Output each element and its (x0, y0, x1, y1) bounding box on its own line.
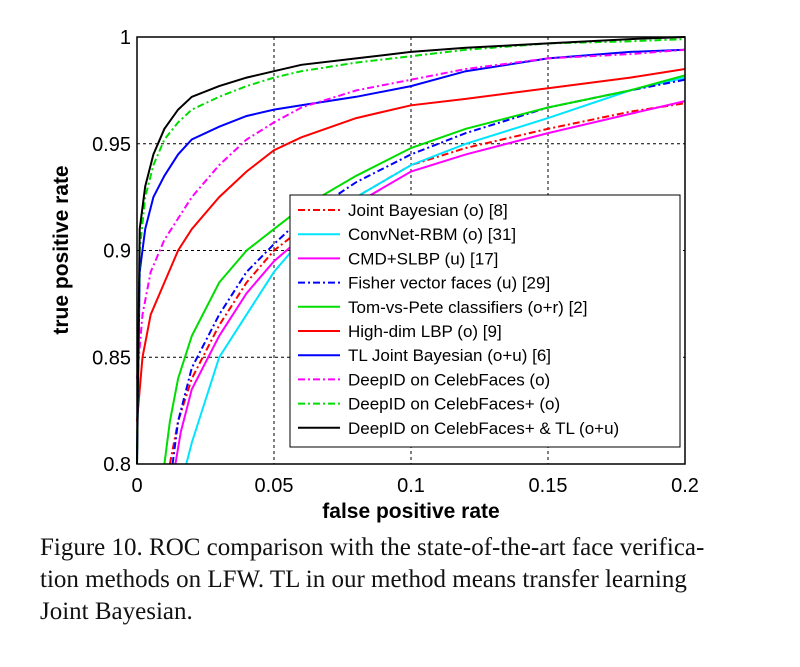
legend-label: High-dim LBP (o) [9] (348, 322, 502, 341)
x-tick-label: 0.1 (397, 475, 425, 497)
chart-canvas: 0 0.05 0.1 0.15 0.2 0.8 0.85 0.9 0.95 1 false pos… (50, 27, 699, 523)
y-tick-label: 0.95 (92, 134, 131, 156)
legend-label: DeepID on CelebFaces+ & TL (o+u) (348, 419, 619, 438)
x-tick-label: 0.05 (255, 475, 294, 497)
roc-chart: 0 0.05 0.1 0.15 0.2 0.8 0.85 0.9 0.95 1 false pos… (50, 27, 699, 523)
series-line-6 (136, 68, 686, 422)
y-tick-label: 1 (120, 27, 131, 49)
series-line-9 (136, 38, 686, 465)
series-line-7 (136, 48, 686, 465)
y-tick-label: 0.85 (92, 347, 131, 369)
legend-box (289, 194, 681, 448)
series-line-5 (163, 74, 686, 465)
legend-label: ConvNet-RBM (o) [31] (348, 225, 516, 244)
legend-label: DeepID on CelebFaces (o) (348, 370, 550, 389)
series-line-8 (136, 48, 686, 379)
caption-line-3: Joint Bayesian. (40, 598, 193, 625)
figure-caption: Figure 10. ROC comparison with the state… (40, 532, 770, 628)
legend-label: TL Joint Bayesian (o+u) [6] (348, 346, 551, 365)
x-axis-label: false positive rate (322, 500, 499, 523)
y-axis-label: true positive rate (50, 165, 73, 334)
legend-label: DeepID on CelebFaces+ (o) (348, 395, 560, 414)
axis-ticks: 0 0.05 0.1 0.15 0.2 0.8 0.85 0.9 0.95 1 (92, 27, 699, 497)
y-tick-label: 0.8 (103, 454, 131, 476)
series-line-10 (136, 36, 686, 465)
caption-line-2: tion methods on LFW. TL in our method me… (40, 566, 687, 593)
x-tick-label: 0.15 (529, 475, 568, 497)
legend-label: CMD+SLBP (u) [17] (348, 249, 498, 268)
x-tick-label: 0.2 (671, 475, 699, 497)
y-tick-label: 0.9 (103, 241, 131, 263)
legend: Joint Bayesian (o) [8] ConvNet-RBM (o) [3… (289, 194, 681, 448)
legend-label: Fisher vector faces (u) [29] (348, 274, 550, 293)
caption-line-1: Figure 10. ROC comparison with the state… (40, 534, 705, 561)
legend-label: Tom-vs-Pete classifiers (o+r) [2] (348, 298, 587, 317)
legend-label: Joint Bayesian (o) [8] (348, 201, 508, 220)
x-tick-label: 0 (131, 475, 142, 497)
plot-frame (136, 36, 686, 465)
